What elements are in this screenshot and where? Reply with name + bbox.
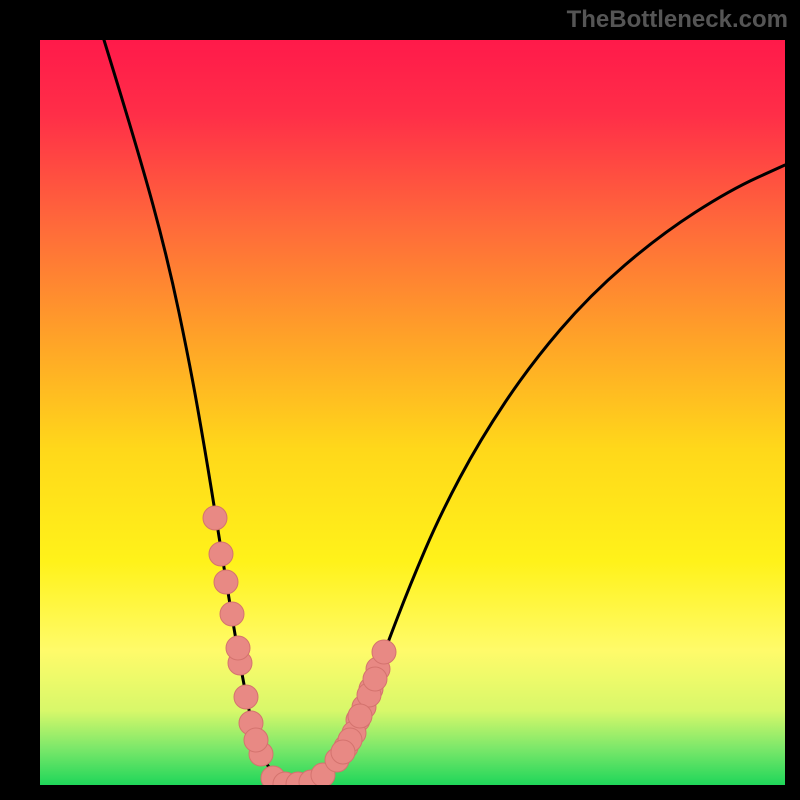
data-marker (372, 640, 396, 664)
chart-svg (40, 40, 785, 785)
data-marker (348, 704, 372, 728)
data-marker (203, 506, 227, 530)
data-marker (209, 542, 233, 566)
data-marker (234, 685, 258, 709)
watermark-text: TheBottleneck.com (567, 6, 788, 34)
data-marker (214, 570, 238, 594)
data-marker (220, 602, 244, 626)
plot-area (40, 40, 785, 785)
data-marker (226, 636, 250, 660)
data-marker (363, 667, 387, 691)
gradient-background (40, 40, 785, 785)
data-marker (244, 728, 268, 752)
data-marker (331, 740, 355, 764)
